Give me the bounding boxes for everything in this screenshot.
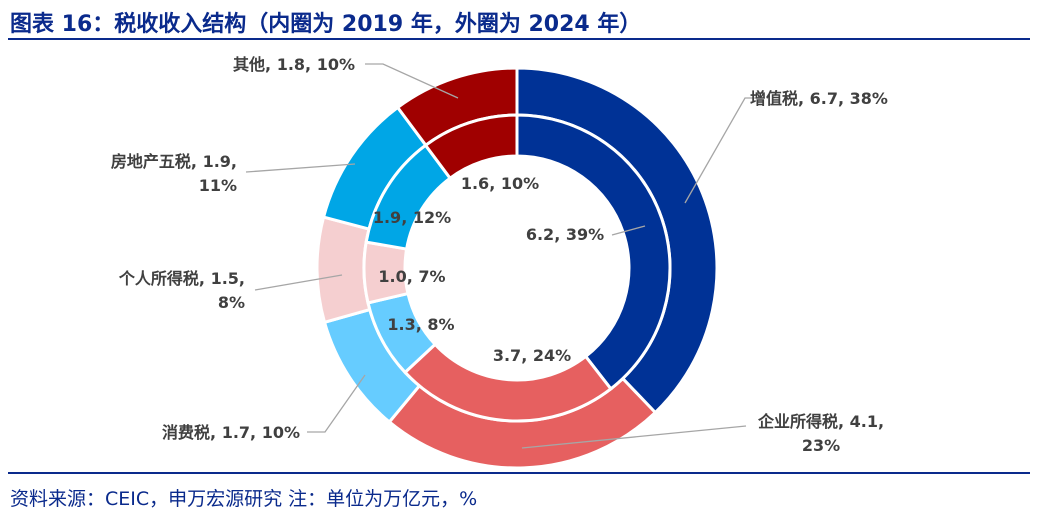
inner-label-5: 1.6, 10%: [461, 174, 539, 193]
outer-label-2: 消费税, 1.7, 10%: [162, 423, 300, 442]
inner-label-2: 1.3, 8%: [387, 315, 454, 334]
inner-label-1: 3.7, 24%: [493, 346, 571, 365]
inner-label-0: 6.2, 39%: [526, 225, 604, 244]
title-divider: [8, 38, 1030, 40]
footer-divider: [8, 472, 1030, 474]
inner-label-4: 1.9, 12%: [373, 208, 451, 227]
inner-leader-0: [611, 225, 646, 236]
source-note: 资料来源：CEIC，申万宏源研究 注：单位为万亿元，%: [10, 488, 478, 510]
outer-label-1: 企业所得税, 4.1, 23%: [757, 412, 884, 455]
outer-label-5: 其他, 1.8, 10%: [233, 55, 355, 74]
outer-label-4: 房地产五税, 1.9, 11%: [111, 152, 237, 195]
donut-chart: 6.2, 39% 3.7, 24% 1.3, 8% 1.0, 7% 1.9, 12% 1.…: [111, 55, 888, 470]
inner-label-3: 1.0, 7%: [378, 267, 445, 286]
outer-leader-4: [245, 163, 356, 173]
outer-label-3: 个人所得税, 1.5, 8%: [118, 269, 245, 312]
outer-slice-3: [315, 215, 372, 325]
outer-leader-0: [684, 97, 765, 204]
outer-label-0: 增值税, 6.7, 38%: [750, 89, 888, 108]
outer-leader-1: [521, 425, 747, 449]
inner-slice-0: [515, 113, 672, 391]
chart-title: 图表 16：税收收入结构（内圈为 2019 年，外圈为 2024 年）: [10, 12, 642, 37]
outer-leader-3: [254, 274, 343, 291]
outer-leader-5: [365, 63, 459, 99]
outer-leader-2: [307, 374, 366, 433]
inner-slice-5: [423, 113, 519, 181]
